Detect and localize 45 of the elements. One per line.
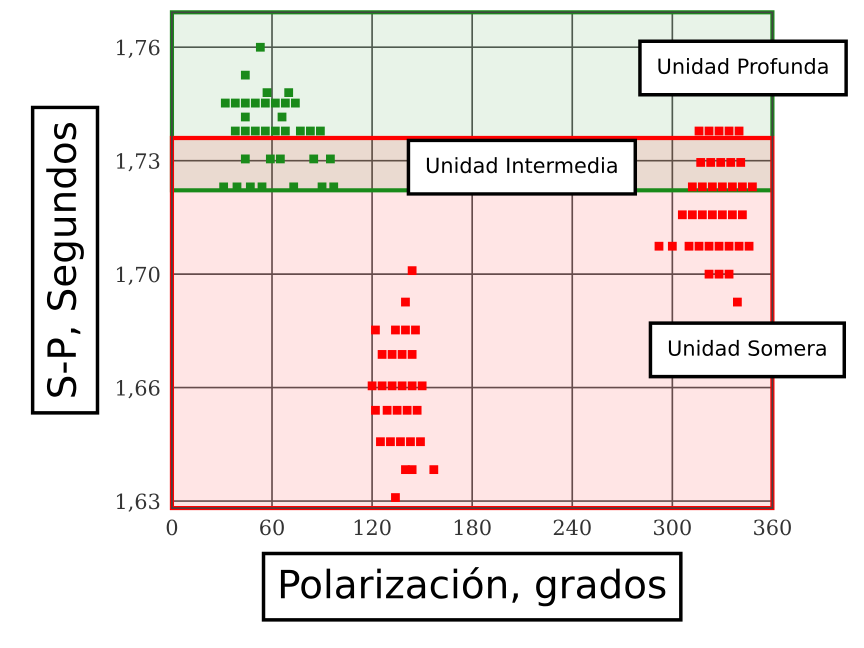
- point: [260, 126, 270, 136]
- point: [280, 126, 290, 136]
- x-tick-label: 360: [754, 520, 791, 536]
- point: [256, 42, 265, 52]
- point: [270, 98, 280, 108]
- point: [284, 88, 294, 97]
- point: [306, 126, 315, 136]
- y-tick-label: 1,70: [116, 266, 160, 285]
- point: [270, 126, 280, 136]
- point: [240, 112, 250, 122]
- point: [240, 126, 250, 136]
- point: [240, 70, 250, 80]
- point: [230, 98, 240, 108]
- point: [290, 98, 300, 108]
- point: [276, 154, 285, 164]
- x-tick-label: 180: [454, 520, 491, 536]
- point: [250, 126, 260, 136]
- x-tick-label: 240: [554, 520, 591, 536]
- point: [262, 88, 272, 97]
- point: [230, 126, 240, 136]
- point: [220, 98, 230, 108]
- point: [280, 98, 290, 108]
- y-tick-label: 1,66: [116, 380, 160, 398]
- x-axis-title: Polarización, grados: [280, 567, 666, 606]
- y-tick-label: 1,73: [116, 153, 160, 172]
- band-label: Unidad Profunda: [658, 58, 828, 74]
- point: [326, 154, 335, 164]
- y-tick-label: 1,76: [116, 40, 160, 58]
- point: [250, 98, 260, 108]
- y-tick-label: 1,63: [116, 494, 160, 512]
- x-tick-label: 300: [654, 520, 691, 536]
- point: [278, 112, 286, 122]
- point: [296, 126, 305, 136]
- point: [240, 98, 250, 108]
- point: [260, 98, 270, 108]
- point: [309, 154, 318, 164]
- x-tick-label: 0: [166, 520, 178, 536]
- x-tick-label: 120: [354, 520, 391, 536]
- point: [266, 154, 275, 164]
- x-tick-label: 60: [260, 520, 284, 536]
- y-axis-title: S-P, Segundos: [46, 122, 84, 397]
- point: [240, 154, 250, 164]
- annotation: Unidad Intermedia: [426, 157, 617, 174]
- point: [316, 126, 325, 136]
- band-label: Unidad Somera: [668, 340, 826, 356]
